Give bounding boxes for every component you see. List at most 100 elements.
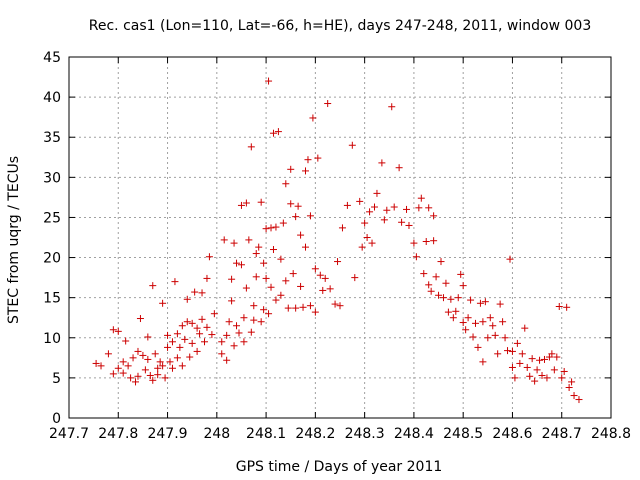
data-point [314, 154, 322, 162]
data-point [442, 279, 450, 287]
data-point [570, 392, 578, 400]
data-point [203, 274, 211, 282]
data-point [311, 265, 319, 273]
data-point [225, 318, 233, 326]
data-point [183, 318, 191, 326]
data-point [247, 328, 255, 336]
data-point [201, 338, 208, 346]
data-point [543, 374, 551, 382]
data-point [188, 319, 196, 327]
data-point [462, 326, 470, 334]
data-point [122, 337, 130, 345]
data-point [149, 376, 157, 384]
data-point [196, 330, 204, 338]
data-point [257, 318, 265, 326]
data-point [560, 367, 568, 375]
data-point [173, 354, 181, 362]
data-point [558, 374, 566, 382]
data-point [269, 129, 277, 137]
data-point [452, 307, 460, 315]
data-point [144, 333, 152, 341]
data-point [405, 221, 413, 229]
data-point [132, 378, 140, 386]
data-point [444, 308, 452, 316]
data-point [151, 350, 159, 358]
data-point [306, 212, 314, 220]
grid-lines [69, 57, 611, 418]
data-point [156, 358, 164, 366]
data-point [292, 304, 300, 312]
data-point [223, 356, 231, 364]
data-point [506, 255, 514, 263]
data-point [205, 253, 213, 261]
data-point [439, 294, 447, 302]
data-point [277, 291, 285, 299]
y-tick-label: 35 [43, 130, 61, 146]
data-point [235, 329, 243, 337]
data-point [484, 334, 492, 342]
data-point [297, 282, 305, 290]
data-point [191, 288, 199, 296]
data-point [494, 350, 502, 358]
data-point [279, 219, 287, 227]
data-point [223, 331, 231, 339]
y-tick-label: 5 [52, 371, 61, 387]
data-point [410, 239, 418, 247]
data-point [373, 189, 381, 197]
data-point [237, 201, 245, 209]
data-point [282, 180, 290, 188]
data-point [568, 378, 576, 386]
data-point [479, 318, 487, 326]
data-point [430, 212, 438, 220]
data-point [92, 359, 100, 367]
axes: 247.7 247.8 247.9 248 248.1 248.2 248.3 248.4 24… [43, 50, 631, 442]
x-tick-label: 248.4 [394, 426, 434, 442]
data-point [104, 350, 112, 358]
data-point [149, 282, 157, 290]
data-points [92, 77, 583, 404]
data-point [272, 223, 280, 231]
data-point [198, 315, 206, 323]
data-point [338, 224, 346, 232]
data-point [538, 371, 546, 379]
data-point [127, 374, 135, 382]
data-point [326, 285, 334, 293]
data-point [277, 255, 285, 263]
data-point [415, 204, 423, 212]
data-point [459, 319, 467, 327]
data-point [536, 356, 544, 364]
data-point [267, 283, 275, 291]
data-point [136, 315, 144, 323]
data-point [230, 342, 238, 350]
data-point [427, 287, 435, 295]
x-axis-label: GPS time / Days of year 2011 [236, 459, 443, 475]
data-point [378, 159, 386, 167]
data-point [297, 231, 305, 239]
data-point [129, 354, 137, 362]
data-point [304, 156, 312, 164]
data-point [114, 364, 122, 372]
data-point [417, 194, 425, 202]
x-tick-label: 247.7 [49, 426, 89, 442]
data-point [481, 298, 489, 306]
data-point [218, 338, 226, 346]
chart-title: Rec. cas1 (Lon=110, Lat=-66, h=HE), days… [89, 18, 591, 34]
data-point [164, 343, 172, 351]
data-point [188, 339, 196, 347]
data-point [390, 203, 398, 211]
data-point [168, 364, 176, 372]
data-point [496, 300, 504, 308]
data-point [403, 205, 411, 213]
data-point [422, 238, 430, 246]
data-point [260, 306, 268, 314]
data-point [257, 198, 265, 206]
data-point [334, 258, 342, 266]
y-tick-label: 40 [43, 90, 61, 106]
data-point [331, 300, 339, 308]
data-point [193, 347, 201, 355]
data-point [343, 201, 351, 209]
data-point [181, 335, 189, 343]
x-tick-label: 248.6 [492, 426, 532, 442]
data-point [412, 253, 420, 261]
data-point [178, 362, 186, 370]
